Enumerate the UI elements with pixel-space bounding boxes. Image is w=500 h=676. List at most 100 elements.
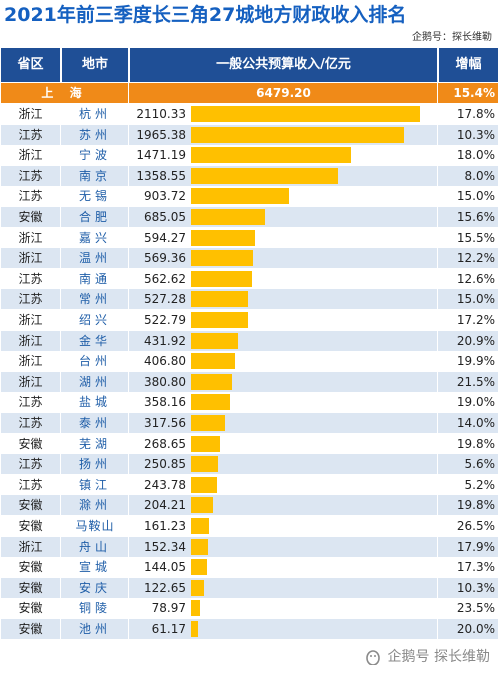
- column-divider: [60, 392, 61, 413]
- column-divider: [60, 454, 61, 475]
- growth-label: 19.0%: [456, 395, 495, 410]
- value-label: 243.78: [144, 477, 186, 492]
- growth-label: 19.8%: [456, 436, 495, 451]
- city-label: 绍兴: [78, 313, 111, 327]
- bar: [191, 209, 266, 225]
- column-divider: [60, 268, 61, 289]
- growth-label: 20.9%: [456, 333, 495, 348]
- province-label: 江苏: [18, 395, 43, 410]
- column-divider: [128, 268, 129, 289]
- value-label: 268.65: [144, 436, 186, 451]
- bar: [191, 415, 226, 431]
- province-label: 安徽: [18, 580, 43, 595]
- column-divider: [60, 577, 61, 598]
- bar: [191, 147, 351, 164]
- value-label: 431.92: [144, 333, 186, 348]
- table-row: 安徽 合肥 685.05 15.6%: [1, 207, 498, 227]
- province-label: 安徽: [18, 436, 43, 451]
- column-divider: [60, 371, 61, 392]
- column-divider: [437, 516, 438, 536]
- table-row: 江苏 镇江 243.78 5.2%: [1, 474, 498, 495]
- value-label: 562.62: [144, 271, 186, 286]
- column-divider: [128, 83, 129, 103]
- column-divider: [437, 227, 438, 248]
- city-label: 芜湖: [78, 436, 111, 451]
- province-label: 浙江: [18, 230, 43, 245]
- table-row: 江苏 苏州 1965.38 10.3%: [1, 124, 498, 145]
- value-label: 2110.33: [136, 107, 186, 121]
- province-label: 江苏: [18, 457, 43, 472]
- column-divider: [437, 268, 438, 289]
- column-divider: [60, 227, 61, 248]
- bar: [191, 332, 238, 349]
- bar: [191, 476, 218, 493]
- shanghai-city-label: 上 海: [41, 86, 88, 100]
- column-divider: [60, 145, 61, 166]
- column-divider: [128, 351, 129, 372]
- growth-label: 10.3%: [456, 127, 495, 142]
- column-divider: [60, 557, 61, 578]
- value-label: 152.34: [144, 539, 186, 554]
- column-divider: [128, 330, 129, 351]
- bar: [191, 394, 230, 411]
- column-divider: [128, 310, 129, 330]
- value-label: 317.56: [144, 416, 186, 430]
- column-divider: [60, 248, 61, 269]
- growth-label: 5.6%: [464, 457, 496, 472]
- bar: [191, 456, 219, 473]
- city-label: 宣城: [78, 560, 111, 575]
- column-divider: [128, 495, 129, 516]
- value-label: 522.79: [144, 313, 186, 327]
- province-label: 浙江: [18, 333, 43, 348]
- column-divider: [437, 577, 438, 598]
- column-divider: [437, 310, 438, 330]
- city-label: 舟山: [78, 539, 111, 554]
- chart-title: 2021年前三季度长三角27城地方财政收入排名: [4, 4, 407, 26]
- province-label: 安徽: [18, 622, 43, 636]
- table-row: 安徽 芜湖 268.65 19.8%: [1, 433, 498, 454]
- table-row: 江苏 无锡 903.72 15.0%: [1, 186, 498, 207]
- province-label: 浙江: [18, 251, 43, 266]
- column-divider: [60, 495, 61, 516]
- bar: [191, 126, 405, 143]
- column-divider: [128, 516, 129, 536]
- column-divider: [128, 577, 129, 598]
- table-row: 浙江 宁波 1471.19 18.0%: [1, 145, 498, 166]
- watermark-text: 企鹅号 探长维勒: [387, 649, 490, 665]
- table-row: 浙江 杭州 2110.33 17.8%: [1, 104, 498, 124]
- bar: [191, 188, 289, 205]
- column-divider: [437, 598, 438, 619]
- column-divider: [60, 186, 61, 207]
- table-row: 浙江 台州 406.80 19.9%: [1, 351, 498, 372]
- column-divider: [437, 557, 438, 578]
- header-province: 省区: [17, 57, 44, 72]
- header-revenue: 一般公共预算收入/亿元: [216, 57, 351, 72]
- value-label: 406.80: [144, 354, 186, 369]
- table-header: 省区 地市 一般公共预算收入/亿元 增幅: [1, 48, 498, 82]
- bar: [191, 579, 205, 596]
- city-label: 滁州: [78, 498, 111, 513]
- bar: [191, 538, 208, 555]
- growth-label: 12.2%: [456, 251, 495, 266]
- table-row: 江苏 扬州 250.85 5.6%: [1, 454, 498, 475]
- table-row: 浙江 湖州 380.80 21.5%: [1, 371, 498, 392]
- province-label: 安徽: [18, 498, 43, 513]
- growth-label: 15.5%: [456, 230, 495, 245]
- column-divider: [437, 351, 438, 372]
- column-divider: [437, 413, 438, 433]
- province-label: 浙江: [18, 354, 43, 369]
- credit-line: 企鹅号：探长维勒: [412, 32, 492, 43]
- city-label: 常州: [78, 292, 111, 307]
- province-label: 浙江: [18, 539, 43, 554]
- city-label: 南京: [78, 168, 111, 183]
- value-label: 1471.19: [136, 148, 186, 163]
- growth-label: 17.9%: [456, 539, 495, 554]
- header-growth: 增幅: [455, 57, 482, 72]
- value-label: 358.16: [144, 395, 186, 410]
- column-divider: [60, 330, 61, 351]
- column-divider: [437, 474, 438, 495]
- city-label: 温州: [78, 251, 111, 266]
- province-label: 江苏: [18, 477, 43, 492]
- table-row: 安徽 马鞍山 161.23 26.5%: [1, 516, 498, 536]
- city-label: 宁波: [78, 148, 111, 163]
